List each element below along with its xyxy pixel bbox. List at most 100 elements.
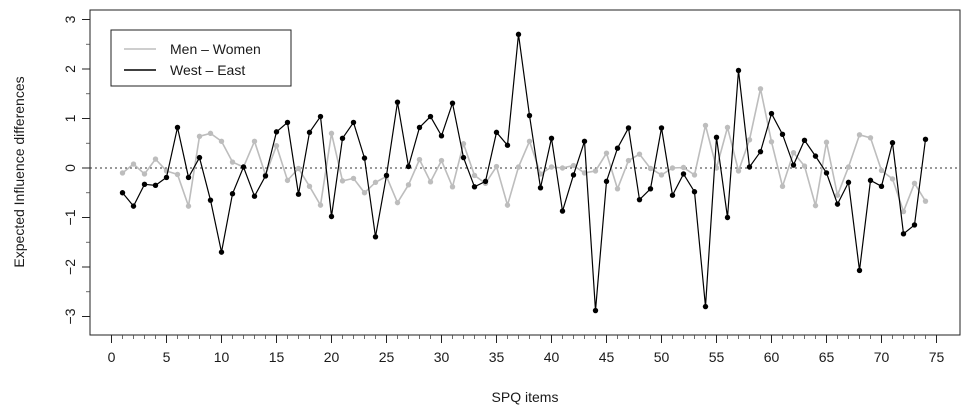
x-tick-label: 50 <box>654 349 670 365</box>
data-point-men-women <box>471 172 478 179</box>
data-point-men-women <box>746 137 753 143</box>
data-point-west-east <box>537 185 544 191</box>
data-point-men-women <box>251 138 258 144</box>
legend-box <box>110 29 292 87</box>
data-point-west-east <box>361 155 368 161</box>
x-axis-title: SPQ items <box>492 389 559 405</box>
y-tick-label: 1 <box>62 114 78 122</box>
data-point-west-east <box>427 113 434 120</box>
data-point-west-east <box>878 183 885 190</box>
data-point-west-east <box>383 172 390 179</box>
data-point-west-east <box>845 179 852 186</box>
data-point-men-women <box>152 156 159 162</box>
x-tick-label: 5 <box>163 349 171 365</box>
data-point-west-east <box>218 249 225 255</box>
data-point-men-women <box>449 184 456 190</box>
data-point-west-east <box>735 67 742 74</box>
data-point-west-east <box>625 125 632 131</box>
data-point-west-east <box>526 112 533 119</box>
data-point-men-women <box>614 186 621 192</box>
data-point-west-east <box>581 138 588 144</box>
data-point-west-east <box>394 99 401 105</box>
data-point-men-women <box>515 164 522 170</box>
data-point-west-east <box>306 129 313 136</box>
x-tick-label: 75 <box>929 349 945 365</box>
data-point-men-women <box>922 198 929 204</box>
data-point-west-east <box>229 191 236 197</box>
series-line-men-women <box>121 88 927 214</box>
data-point-west-east <box>691 189 698 195</box>
data-point-men-women <box>493 163 500 170</box>
x-tick-label: 65 <box>819 349 835 365</box>
data-point-men-women <box>185 203 192 209</box>
x-tick-label: 60 <box>764 349 780 365</box>
data-point-men-women <box>438 157 445 164</box>
data-point-west-east <box>339 135 346 141</box>
data-point-west-east <box>163 174 170 181</box>
data-point-west-east <box>779 131 786 138</box>
data-point-men-women <box>339 178 346 184</box>
data-point-west-east <box>812 153 819 159</box>
series-west-east <box>119 31 929 314</box>
data-point-men-women <box>361 190 368 196</box>
x-tick-label: 20 <box>324 349 340 365</box>
data-point-men-women <box>647 165 654 172</box>
y-tick-label: −3 <box>62 308 78 324</box>
data-point-men-women <box>636 151 643 157</box>
data-point-west-east <box>911 222 918 228</box>
data-point-west-east <box>680 171 687 177</box>
data-point-west-east <box>823 170 830 176</box>
plot-frame <box>89 9 961 336</box>
data-point-west-east <box>713 134 720 141</box>
data-point-west-east <box>350 119 357 126</box>
data-point-men-women <box>768 139 775 145</box>
data-point-west-east <box>196 154 203 161</box>
x-tick-label: 55 <box>709 349 725 365</box>
data-point-men-women <box>790 149 797 156</box>
data-point-west-east <box>746 164 753 170</box>
data-point-west-east <box>867 177 874 184</box>
data-point-men-women <box>724 124 731 131</box>
x-tick-label: 35 <box>489 349 505 365</box>
data-point-men-women <box>900 208 907 215</box>
data-point-men-women <box>834 192 841 198</box>
data-point-west-east <box>856 267 863 274</box>
data-point-men-women <box>823 139 830 145</box>
data-point-west-east <box>548 135 555 141</box>
data-point-west-east <box>768 110 775 117</box>
data-point-west-east <box>460 154 467 161</box>
data-point-west-east <box>273 129 280 135</box>
data-point-men-women <box>570 162 577 169</box>
data-point-men-women <box>394 199 401 206</box>
data-point-west-east <box>317 113 324 120</box>
data-point-west-east <box>328 213 335 220</box>
data-point-men-women <box>548 164 555 170</box>
data-point-men-women <box>119 170 126 176</box>
y-axis-title: Expected Influence differences <box>11 76 27 267</box>
x-tick-label: 45 <box>599 349 615 365</box>
data-point-west-east <box>493 129 500 136</box>
data-point-west-east <box>669 192 676 198</box>
data-point-west-east <box>284 119 291 126</box>
data-point-west-east <box>834 201 841 207</box>
data-point-west-east <box>405 163 412 170</box>
data-point-men-women <box>867 135 874 141</box>
data-point-west-east <box>240 164 247 170</box>
data-point-men-women <box>856 132 863 138</box>
data-point-west-east <box>449 100 456 106</box>
y-tick-label: 2 <box>62 65 78 73</box>
data-point-men-women <box>559 165 566 171</box>
legend-label-west-east: West – East <box>170 62 245 78</box>
data-point-west-east <box>647 186 654 192</box>
data-point-men-women <box>284 177 291 184</box>
data-point-men-women <box>691 172 698 178</box>
data-point-west-east <box>603 178 610 185</box>
y-tick-label: 3 <box>62 15 78 23</box>
data-point-men-women <box>680 164 687 171</box>
data-point-men-women <box>207 130 214 137</box>
legend-label-men-women: Men – Women <box>170 41 261 57</box>
data-point-west-east <box>119 190 126 196</box>
data-point-west-east <box>416 124 423 131</box>
data-point-west-east <box>592 307 599 314</box>
